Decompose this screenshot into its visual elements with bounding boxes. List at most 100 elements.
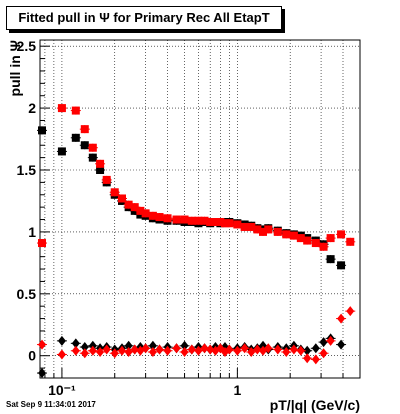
data-point <box>38 126 47 135</box>
data-point <box>130 344 139 355</box>
y-axis-title: pull in Ψ <box>7 40 23 96</box>
data-point <box>326 335 335 346</box>
data-point <box>180 215 189 224</box>
data-point <box>319 337 328 348</box>
data-point <box>110 348 119 359</box>
data-point <box>264 225 273 234</box>
data-point <box>163 214 172 223</box>
data-point <box>57 147 66 156</box>
y-tick-label: 0 <box>28 348 36 364</box>
data-point <box>194 216 203 225</box>
data-point <box>71 338 80 349</box>
data-point <box>240 222 249 231</box>
data-point <box>346 306 355 317</box>
y-tick-label: 1.5 <box>17 162 37 178</box>
data-point <box>71 133 80 142</box>
data-point <box>282 230 291 239</box>
chart-title: Fitted pull in Ψ for Primary Rec All Eta… <box>6 6 282 30</box>
data-point <box>57 349 66 360</box>
data-point <box>326 255 335 264</box>
data-point <box>102 344 111 355</box>
data-point <box>311 239 320 248</box>
data-point <box>187 216 196 225</box>
data-point <box>102 175 111 184</box>
data-point <box>172 343 181 354</box>
x-tick-label: 1 <box>233 382 241 398</box>
data-point <box>264 343 273 354</box>
data-point <box>187 344 196 355</box>
data-point <box>148 211 157 220</box>
data-point <box>303 345 312 356</box>
data-point <box>311 343 320 354</box>
data-point <box>80 348 89 359</box>
data-point <box>200 216 209 225</box>
data-point <box>200 343 209 354</box>
data-point <box>71 106 80 115</box>
data-point <box>88 143 97 152</box>
y-tick-label: 2 <box>28 100 36 116</box>
data-point <box>206 218 215 226</box>
data-point <box>259 227 268 236</box>
data-point <box>141 209 150 218</box>
data-point <box>319 242 328 251</box>
plot-frame <box>39 39 361 379</box>
data-point <box>296 345 305 356</box>
data-point <box>216 218 225 226</box>
data-point <box>148 340 157 351</box>
data-point <box>253 344 262 355</box>
data-point <box>282 347 291 357</box>
data-point <box>346 237 355 246</box>
data-point <box>233 345 242 356</box>
data-point <box>247 222 256 231</box>
data-point <box>124 340 133 351</box>
data-point <box>225 219 234 228</box>
data-point <box>117 345 126 356</box>
data-point <box>88 345 97 356</box>
data-point <box>155 344 164 355</box>
data-point <box>38 339 47 350</box>
data-point <box>337 230 346 239</box>
data-point <box>71 345 80 356</box>
data-point <box>311 354 320 365</box>
data-point <box>296 234 305 243</box>
data-point <box>80 141 89 150</box>
data-point <box>337 261 346 270</box>
data-point <box>326 234 335 243</box>
data-point <box>273 227 282 236</box>
data-point <box>124 200 133 209</box>
x-axis-title: pT/|q| (GeV/c) <box>270 397 360 413</box>
y-tick-label: 1 <box>28 224 36 240</box>
footer-date: Sat Sep 9 11:34:01 2017 <box>6 400 96 409</box>
data-point <box>303 236 312 245</box>
data-point <box>273 344 282 355</box>
data-point <box>206 344 215 355</box>
x-tick-label: 10⁻¹ <box>48 382 76 398</box>
data-point <box>180 340 189 351</box>
data-point <box>289 231 298 240</box>
data-point <box>96 159 105 168</box>
data-point <box>136 206 145 215</box>
data-point <box>130 203 139 212</box>
y-tick-label: 2.5 <box>17 38 37 54</box>
data-point <box>110 188 119 197</box>
data-point <box>38 239 47 248</box>
data-point <box>57 104 66 113</box>
data-point <box>303 353 312 364</box>
data-point <box>38 368 47 379</box>
data-point <box>319 348 328 359</box>
data-point <box>80 125 89 134</box>
data-point <box>88 153 97 162</box>
data-point <box>117 194 126 203</box>
data-point <box>141 343 150 354</box>
data-point <box>337 313 346 324</box>
data-point <box>253 225 262 234</box>
data-point <box>289 344 298 355</box>
data-point <box>225 344 234 355</box>
data-point <box>57 335 66 346</box>
data-point <box>172 215 181 224</box>
data-point <box>337 339 346 350</box>
data-point <box>240 343 249 354</box>
data-point <box>80 342 89 353</box>
data-point <box>96 166 105 174</box>
